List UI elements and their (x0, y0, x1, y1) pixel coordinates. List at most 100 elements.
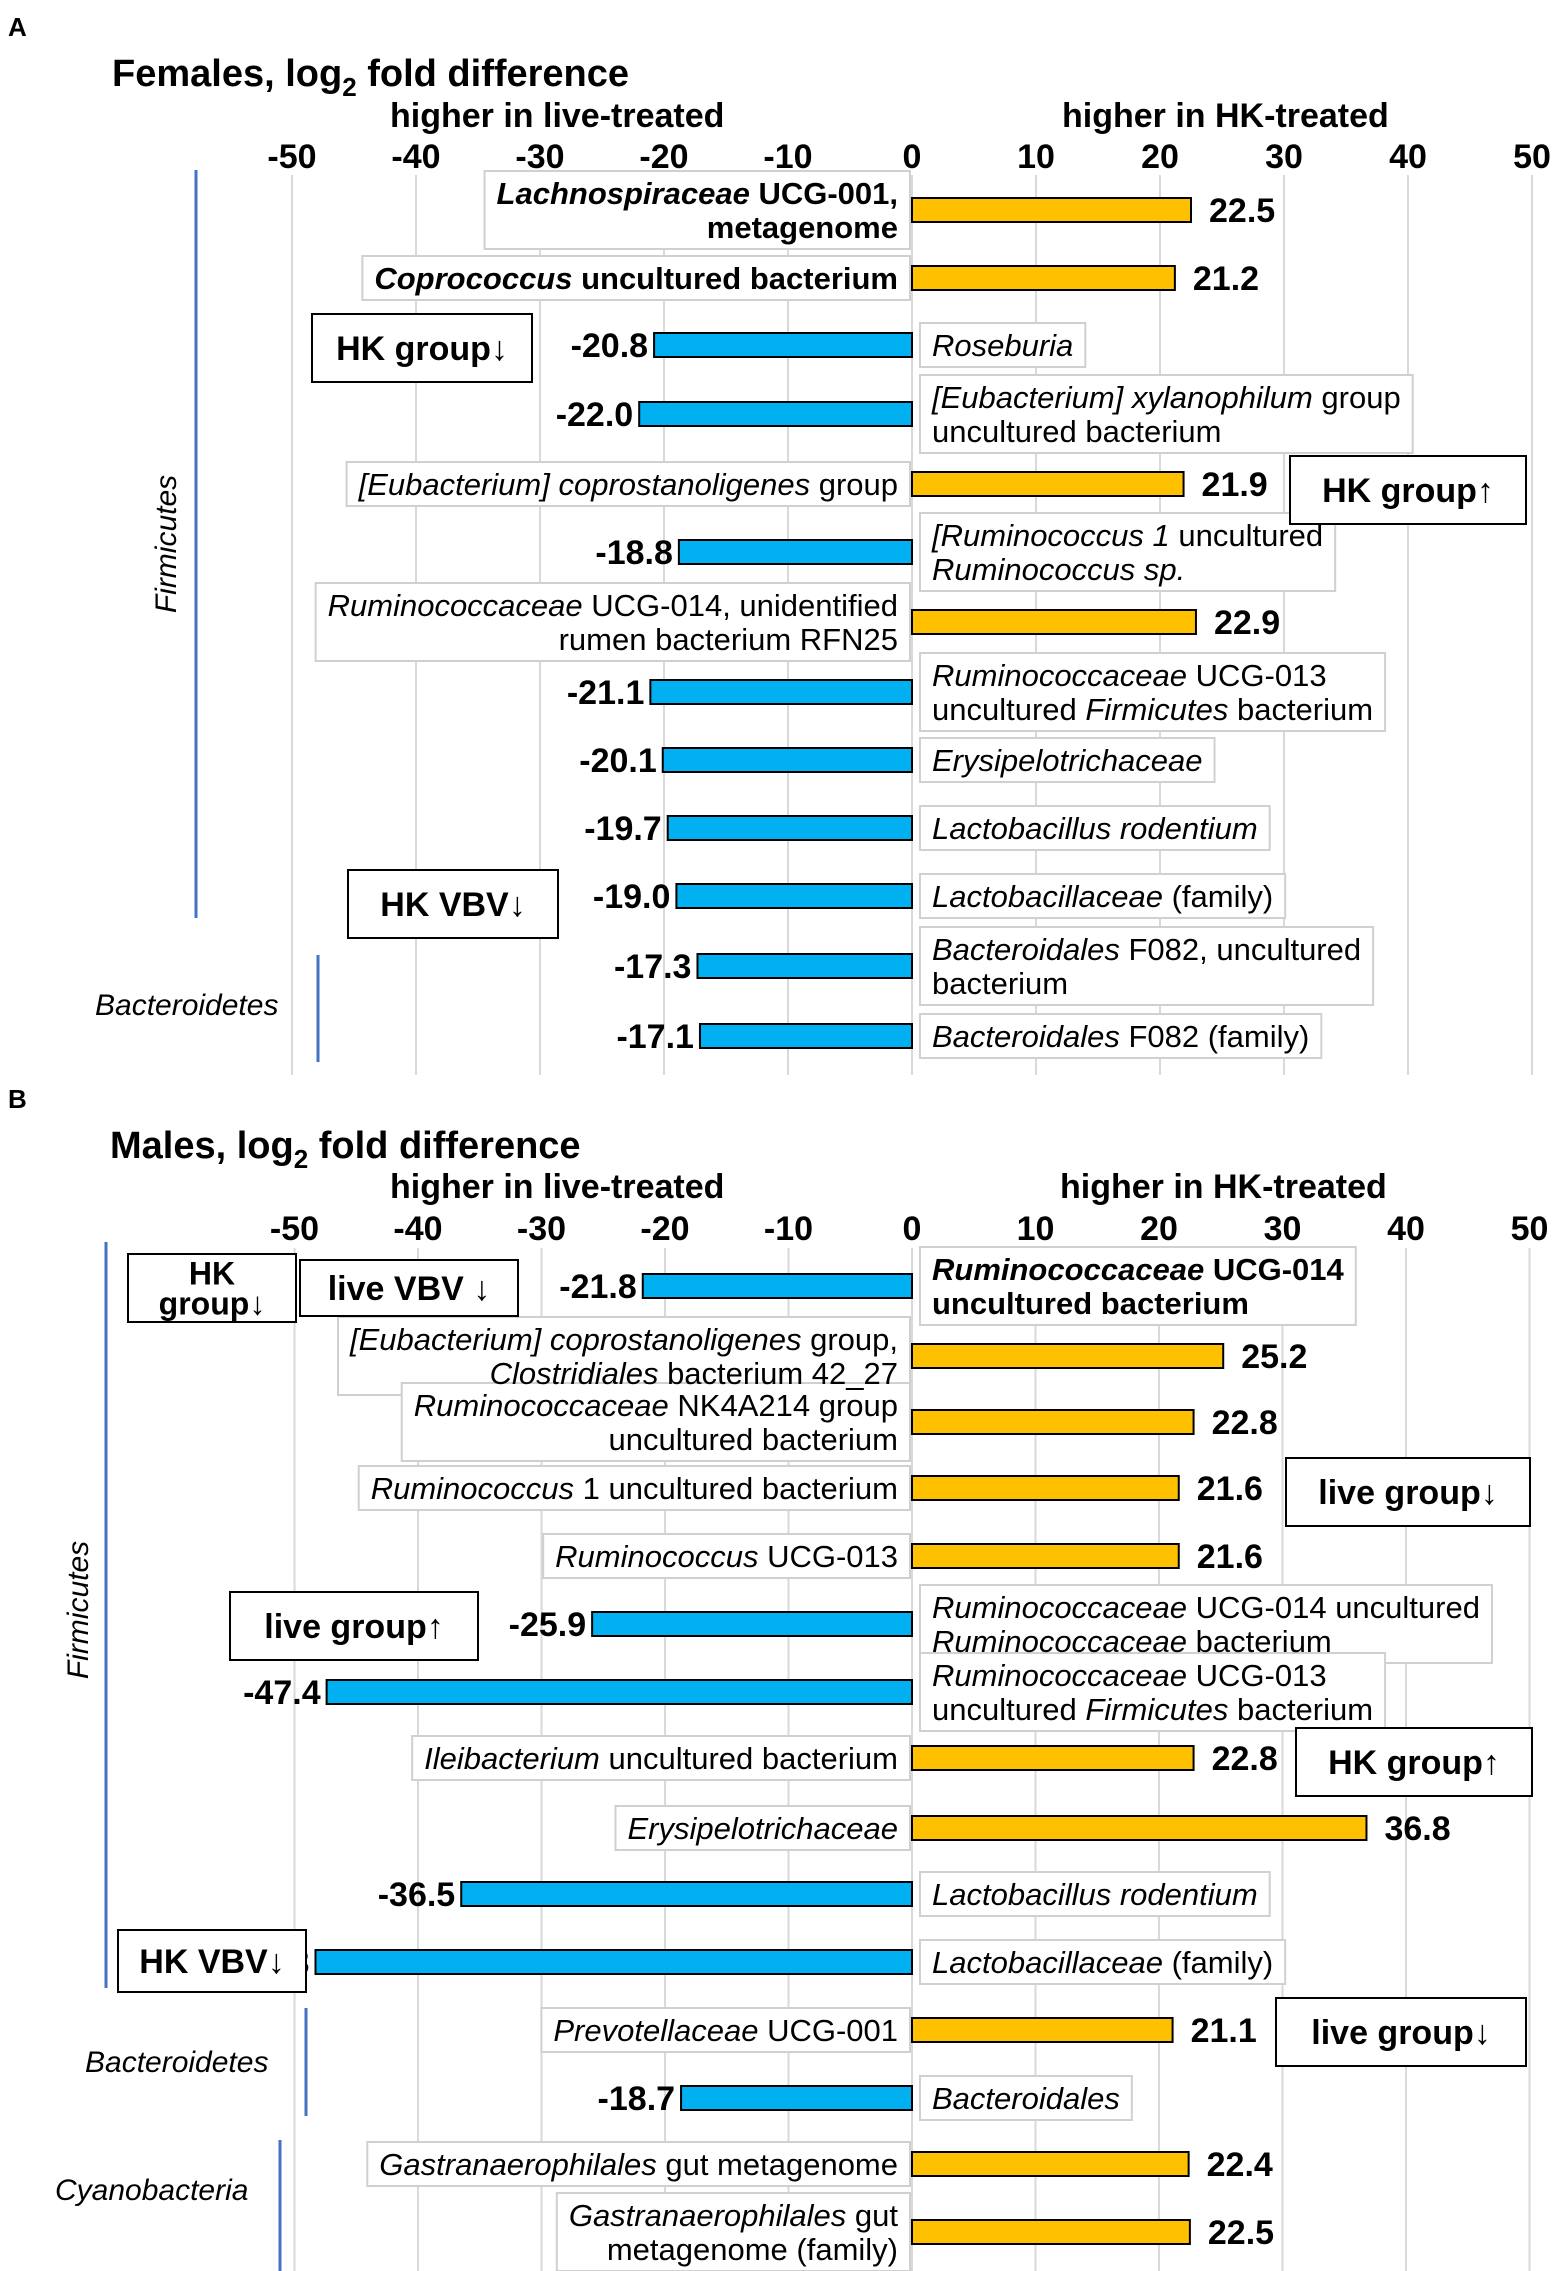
annotation-frame (117, 1929, 307, 1993)
taxon-label: Bacteroidales (932, 2081, 1120, 2116)
annotation-box: HK group↓ (311, 313, 533, 383)
taxon-label-box (919, 805, 1271, 851)
taxon-label-box (361, 255, 911, 301)
taxon-label-line: Bacteroidales F082 (family) (932, 1019, 1309, 1054)
annotation-box: live VBV ↓ (299, 1259, 519, 1317)
taxon-label-line: Roseburia (932, 328, 1073, 363)
taxon-label-line: Ruminococcaceae UCG-014 (932, 1252, 1345, 1287)
bar (638, 401, 913, 427)
bar (911, 1745, 1195, 1771)
bar (911, 265, 1176, 291)
taxon-label-line: Clostridiales bacterium 42_27 (490, 1356, 898, 1391)
taxon-label-line: Bacteroidales (932, 2081, 1120, 2116)
taxon-label-box (919, 512, 1337, 592)
bar-value-label: 21.2 (1193, 260, 1259, 298)
taxon-label-box (357, 1465, 911, 1511)
right-direction-header: higher in HK-treated (1060, 1168, 1387, 1206)
bar-value-label: 22.5 (1209, 192, 1275, 230)
bar-value-label: -19.7 (584, 810, 662, 848)
bar (641, 1273, 914, 1299)
panel-a: Firmicutes Bacteroidetes A Females, log2 … (8, 12, 1551, 1075)
taxon-label-box (483, 170, 911, 250)
taxon-label: Ruminococcus UCG-013 (555, 1539, 898, 1574)
phylum-label: Bacteroidetes (95, 989, 278, 1022)
annotation-frame (299, 1259, 519, 1317)
annotation-text: HK group↓ (336, 330, 508, 368)
bar (911, 1409, 1195, 1435)
x-tick-label: -20 (639, 138, 688, 176)
bar-value-label: -17.3 (614, 948, 692, 986)
taxon-label-box (919, 1939, 1287, 1985)
bar-value-label: -36.5 (378, 1876, 456, 1914)
x-tick-label: 10 (1017, 138, 1055, 176)
bar-value-label: 22.5 (1208, 2214, 1274, 2252)
taxon-label-box (614, 1805, 911, 1851)
bar (911, 471, 1185, 497)
taxon-label: Ruminococcus 1 uncultured bacterium (371, 1471, 898, 1506)
bar (591, 1611, 913, 1637)
taxon-label-line: Gastranaerophilales gut (569, 2198, 899, 2233)
annotation-box: live group↓ (1275, 1997, 1527, 2067)
annotation-frame (1275, 1997, 1527, 2067)
taxon-label: Ruminococcaceae UCG-014, unidentifiedrum… (328, 588, 898, 657)
bar-value-label: 21.6 (1197, 1538, 1263, 1576)
x-tick-label: 20 (1141, 138, 1179, 176)
taxon-label: [Eubacterium] coprostanoligenes group (358, 467, 898, 502)
taxon-label-box (919, 737, 1216, 783)
taxon-label-line: Ruminococcaceae UCG-014, unidentified (328, 588, 898, 623)
phylum-label: Firmicutes (62, 1541, 95, 1679)
bar-value-label: -19.0 (593, 878, 671, 916)
annotation-frame (1295, 1727, 1533, 1797)
bar-value-label: 22.8 (1212, 1404, 1278, 1442)
annotation-text: HK VBV↓ (380, 886, 525, 924)
x-tick-label: 30 (1264, 1210, 1302, 1248)
taxon-label-line: Lactobacillus rodentium (932, 1877, 1258, 1912)
bar (911, 2219, 1191, 2245)
bar (460, 1881, 913, 1907)
bar-value-label: 21.6 (1197, 1470, 1263, 1508)
annotation-text: HK group↑ (1322, 472, 1494, 510)
taxon-label-box (919, 1584, 1493, 1664)
annotation-box: HK group↑ (1295, 1727, 1533, 1797)
panel-b: Firmicutes Bacteroidetes Cyanobacteria B M… (8, 1084, 1548, 2271)
bar (911, 2017, 1174, 2043)
bar (911, 1815, 1368, 1841)
taxon-label-line: uncultured bacterium (609, 1422, 899, 1457)
bar (675, 883, 914, 909)
bar (911, 2151, 1190, 2177)
bar-value-label: 22.8 (1212, 1740, 1278, 1778)
annotation-text: live group↓ (1311, 2014, 1490, 2052)
annotation-text: HK group↑ (1328, 1744, 1500, 1782)
bar-value-label: -18.7 (598, 2080, 676, 2118)
bar-value-label: 21.9 (1202, 466, 1268, 504)
bar-value-label: -21.1 (567, 674, 645, 712)
taxon-label: Erysipelotrichaceae (932, 743, 1203, 778)
annotation-frame (347, 869, 559, 939)
taxon-label: Lachnospiraceae UCG-001,metagenome (497, 176, 898, 245)
x-tick-label: 0 (903, 1210, 922, 1248)
annotation-box: HK VBV↓ (117, 1929, 307, 1993)
bar-value-label: -17.1 (616, 1018, 694, 1056)
annotation-frame (1289, 455, 1527, 525)
bar (680, 2085, 913, 2111)
taxon-label-line: Erysipelotrichaceae (932, 743, 1203, 778)
taxon-label-line: Ileibacterium uncultured bacterium (424, 1741, 898, 1776)
taxon-label-box (919, 322, 1087, 368)
taxon-label-box (400, 1382, 911, 1462)
x-tick-label: -40 (393, 1210, 442, 1248)
bar (911, 1343, 1225, 1369)
taxon-label-box (919, 652, 1387, 732)
panel-label: B (8, 1084, 27, 1114)
taxon-label: [Eubacterium] xylanophilum groupuncultur… (931, 380, 1401, 449)
taxon-label: Prevotellaceae UCG-001 (553, 2013, 898, 2048)
taxon-label-box (919, 1246, 1357, 1326)
taxon-label: Lactobacillus rodentium (932, 811, 1258, 846)
phylum-label: Bacteroidetes (85, 2046, 268, 2079)
bar-value-label: 36.8 (1384, 1810, 1450, 1848)
